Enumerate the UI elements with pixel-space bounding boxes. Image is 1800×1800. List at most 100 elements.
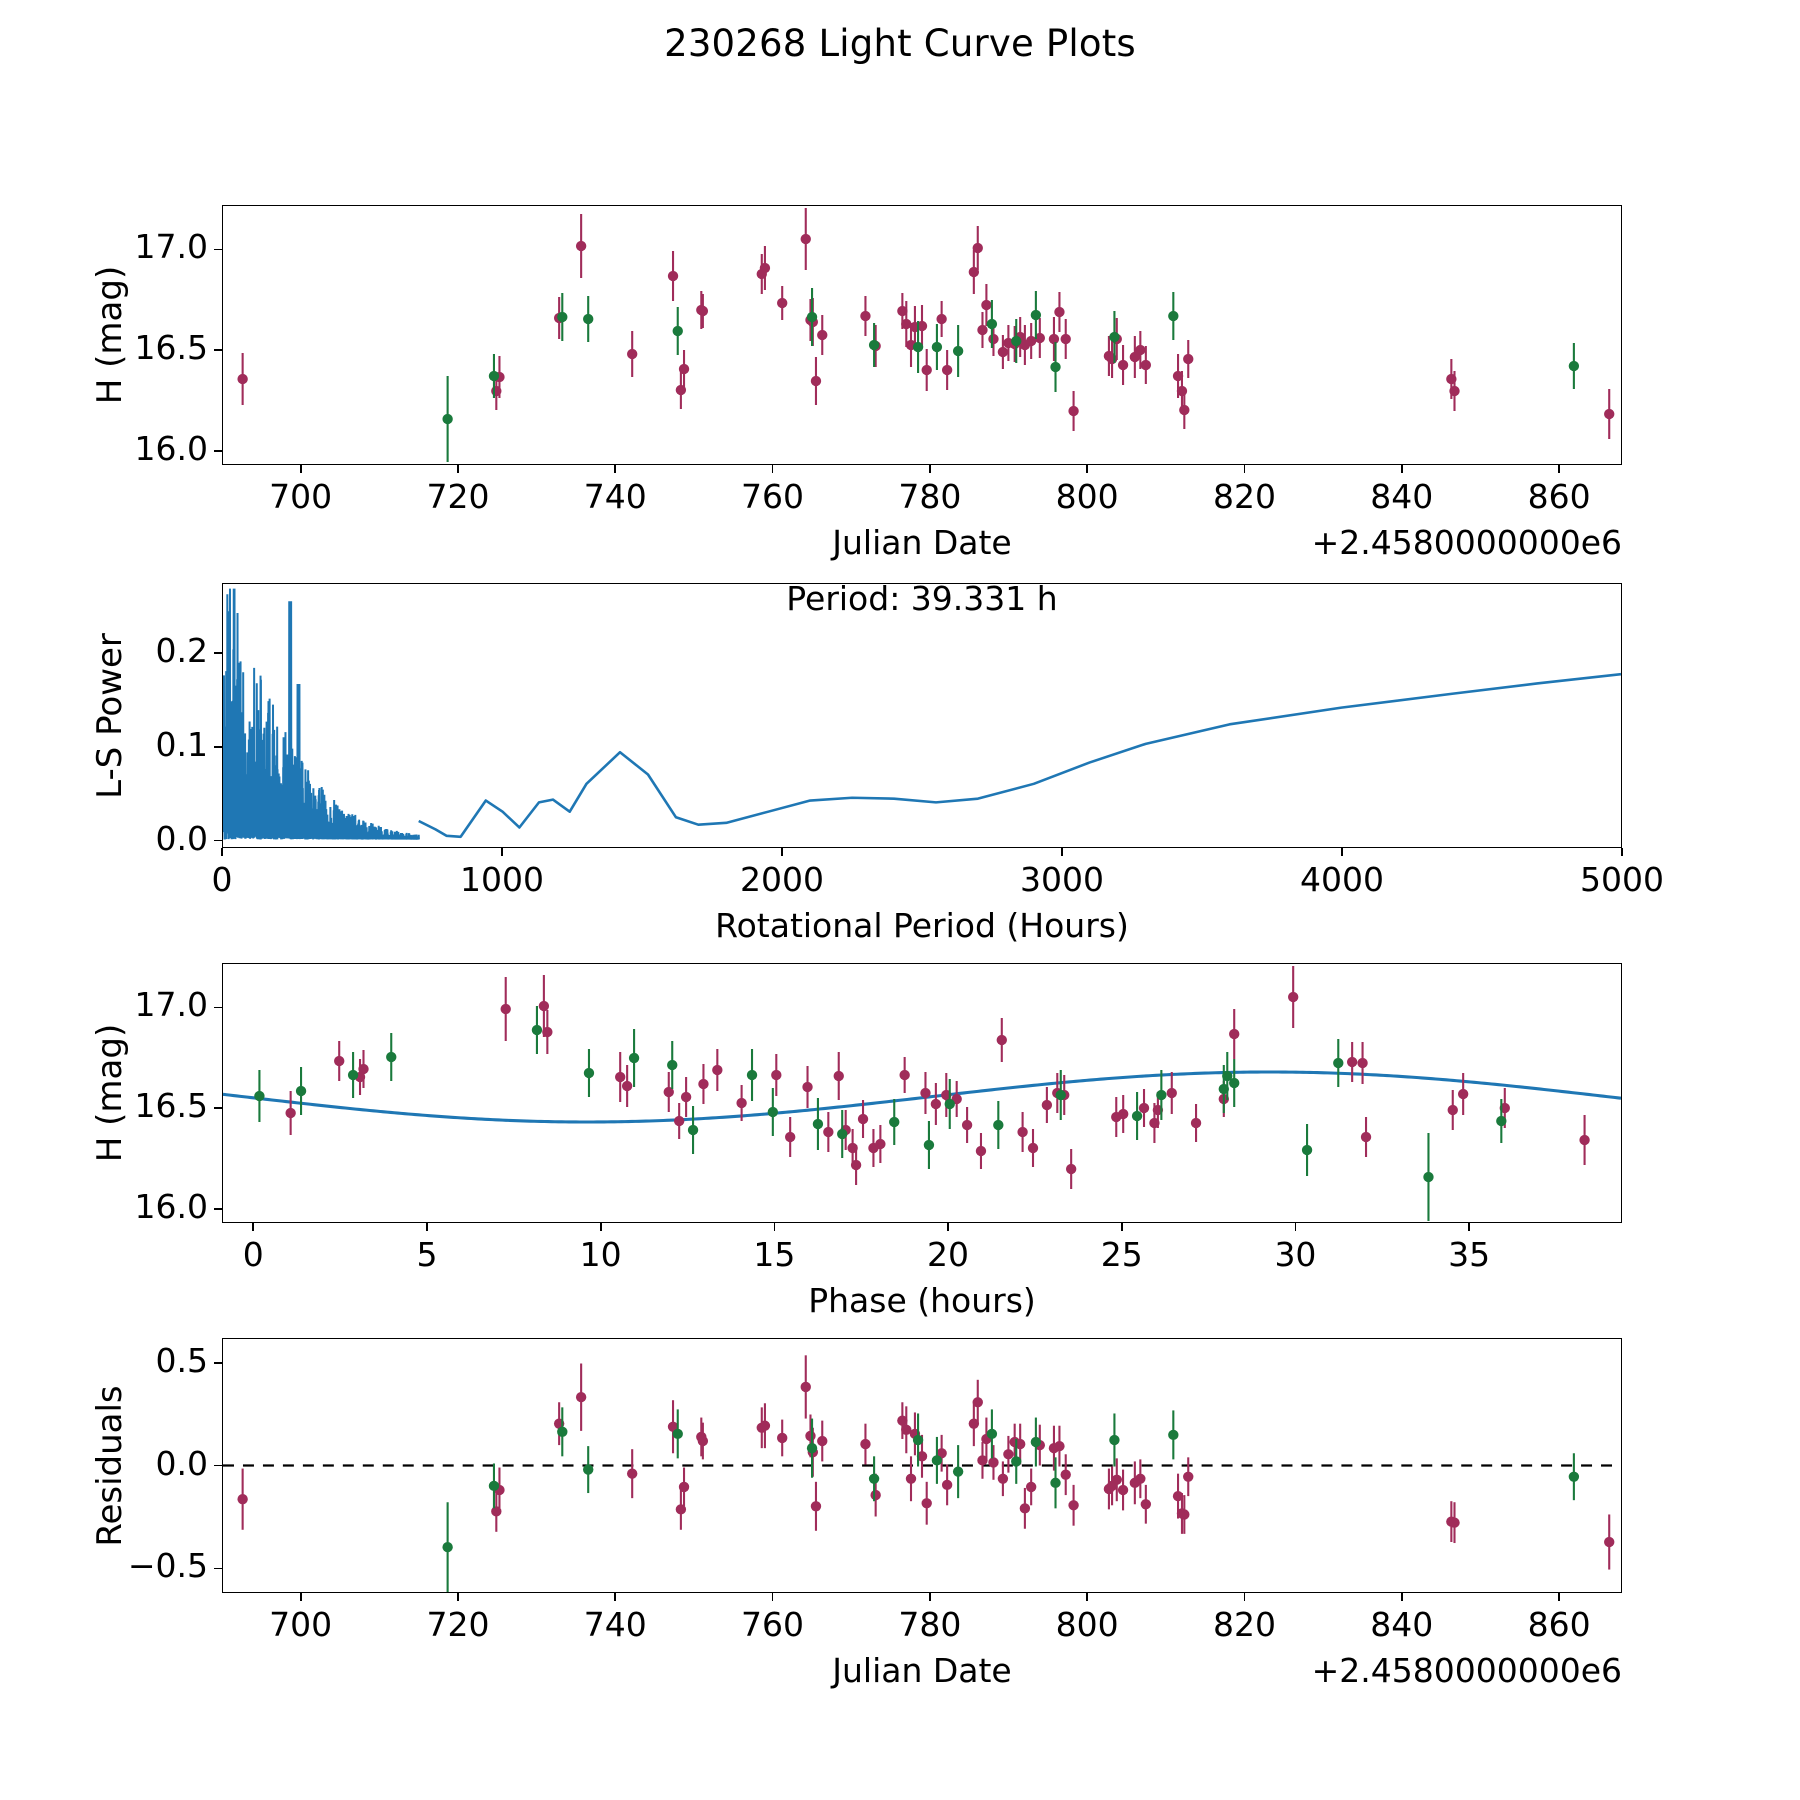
periodogram-annotation: Period: 39.331 h — [786, 579, 1058, 618]
data-point — [923, 1139, 935, 1151]
x-tick-mark — [781, 848, 783, 856]
data-point — [952, 1466, 964, 1477]
data-point — [1447, 1104, 1458, 1116]
y-tick-mark — [214, 1208, 222, 1210]
data-point — [931, 1455, 943, 1466]
data-point — [912, 341, 924, 353]
x-tick-label-phase-folded-panel-2: 10 — [579, 1235, 622, 1274]
x-tick-label-residuals-panel-3: 760 — [741, 1605, 805, 1644]
x-tick-mark — [426, 1223, 428, 1231]
data-point — [1360, 1131, 1372, 1143]
data-point — [860, 310, 871, 322]
phase-folded-plot — [222, 963, 1622, 1223]
y-tick-mark — [214, 652, 222, 655]
data-point — [806, 1442, 818, 1454]
data-point — [1129, 351, 1141, 363]
data-point — [1131, 1110, 1143, 1122]
x-tick-label-periodogram-panel-5: 5000 — [1580, 860, 1664, 899]
x-tick-label-light-curve-panel-8: 860 — [1527, 477, 1591, 516]
data-point — [912, 1434, 924, 1446]
data-point — [1168, 310, 1179, 322]
light-curve-plot — [222, 205, 1622, 465]
x-tick-label-residuals-panel-5: 800 — [1055, 1605, 1119, 1644]
data-point — [920, 1087, 931, 1099]
data-point — [921, 364, 932, 376]
data-point — [857, 1113, 869, 1125]
data-point — [1048, 333, 1060, 345]
data-point — [1109, 1434, 1120, 1446]
y-tick-label-light-curve-panel-1: 16.5 — [134, 328, 208, 368]
data-point — [1179, 404, 1190, 416]
data-point — [860, 1438, 871, 1450]
data-point — [897, 305, 908, 317]
data-point — [1030, 309, 1042, 321]
data-point — [986, 318, 998, 330]
data-point — [1060, 1469, 1071, 1480]
data-point — [941, 1479, 953, 1491]
data-point — [295, 1085, 307, 1097]
data-point — [810, 1501, 822, 1512]
x-tick-mark — [1400, 1593, 1403, 1601]
data-point — [1496, 1115, 1507, 1127]
data-point — [1190, 1117, 1202, 1129]
data-point — [817, 1435, 828, 1447]
data-point — [736, 1097, 747, 1109]
data-point — [1183, 1471, 1194, 1482]
data-point — [1106, 353, 1118, 365]
data-point — [1011, 1456, 1022, 1467]
x-tick-label-light-curve-panel-0: 700 — [269, 477, 333, 516]
data-point — [500, 1003, 511, 1015]
x-tick-label-light-curve-panel-3: 760 — [741, 477, 805, 516]
data-point — [442, 1541, 453, 1553]
data-point — [1027, 1142, 1039, 1154]
x-tick-label-phase-folded-panel-3: 15 — [753, 1235, 796, 1274]
data-point — [1179, 1509, 1190, 1520]
data-point — [812, 1118, 824, 1130]
data-point — [672, 325, 683, 337]
x-tick-mark — [1243, 1593, 1246, 1601]
y-axis-label-residuals-panel: Residuals — [90, 1384, 130, 1547]
data-point — [583, 1464, 594, 1475]
data-point — [1229, 1077, 1240, 1089]
y-tick-mark — [214, 839, 222, 842]
data-point — [767, 1106, 779, 1118]
y-tick-label-residuals-panel-1: 0.0 — [155, 1443, 208, 1483]
data-point — [1135, 344, 1146, 356]
data-point — [837, 1128, 848, 1140]
x-tick-label-residuals-panel-1: 720 — [426, 1605, 490, 1644]
y-tick-label-phase-folded-panel-0: 16.0 — [134, 1186, 208, 1226]
data-point — [977, 1455, 988, 1466]
data-point — [1568, 1471, 1580, 1482]
data-point — [952, 345, 964, 357]
data-point — [921, 1498, 932, 1509]
data-point — [868, 339, 880, 351]
x-tick-label-phase-folded-panel-7: 35 — [1448, 1235, 1491, 1274]
x-tick-mark — [501, 848, 503, 856]
x-tick-label-light-curve-panel-5: 800 — [1055, 477, 1119, 516]
y-axis-label-periodogram-panel: L-S Power — [90, 632, 130, 799]
x-tick-mark — [773, 1223, 776, 1231]
y-tick-label-periodogram-panel-2: 0.2 — [155, 631, 208, 671]
data-point — [1011, 335, 1022, 347]
y-tick-label-light-curve-panel-0: 16.0 — [134, 428, 208, 468]
data-point — [1457, 1088, 1469, 1100]
data-point — [1287, 991, 1299, 1003]
data-point — [972, 1397, 983, 1408]
data-point — [1140, 1499, 1152, 1510]
data-point — [997, 346, 1009, 358]
data-point — [1579, 1134, 1590, 1146]
y-tick-label-residuals-panel-2: 0.5 — [155, 1340, 208, 1380]
x-tick-label-periodogram-panel-3: 3000 — [1020, 860, 1104, 899]
sinusoid-fit-curve — [223, 1070, 1621, 1124]
y-tick-mark — [214, 1464, 222, 1467]
data-point — [931, 341, 943, 353]
x-tick-mark — [1558, 1593, 1560, 1601]
x-tick-label-residuals-panel-6: 820 — [1212, 1605, 1276, 1644]
y-tick-label-light-curve-panel-2: 17.0 — [134, 227, 208, 267]
x-tick-label-light-curve-panel-2: 740 — [583, 477, 647, 516]
x-tick-mark — [1341, 848, 1343, 856]
data-point — [697, 1435, 709, 1447]
data-point — [1229, 1028, 1240, 1040]
data-series-survey-b — [442, 287, 1580, 463]
periodogram-plot — [222, 583, 1622, 848]
